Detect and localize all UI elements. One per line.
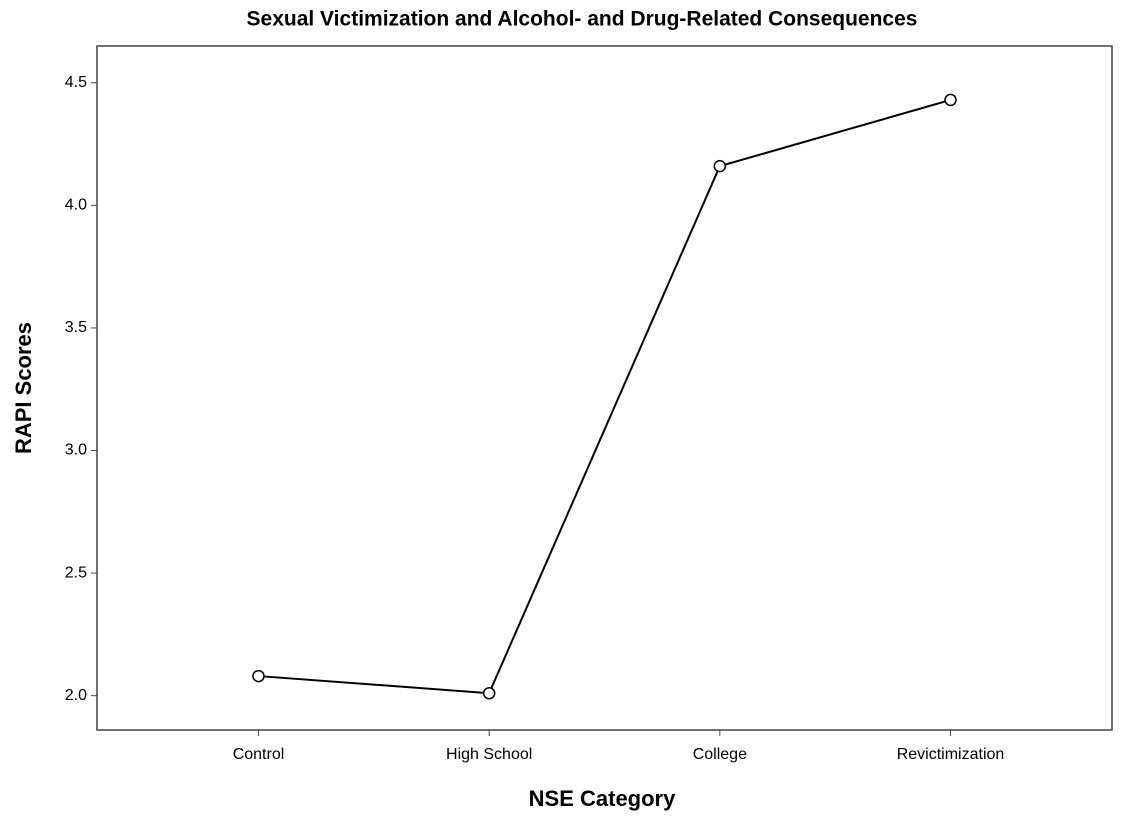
y-tick-label: 4.5	[65, 74, 87, 91]
data-point	[944, 93, 957, 107]
y-tick-label: 3.5	[65, 319, 87, 336]
data-point	[713, 159, 727, 173]
data-point	[252, 669, 265, 683]
x-tick-label: College	[693, 746, 747, 763]
x-axis-title: NSE Category	[529, 786, 676, 811]
y-tick-label: 3.0	[65, 442, 87, 459]
y-tick-label: 2.0	[65, 687, 87, 704]
data-line	[258, 98, 951, 695]
x-tick-label: High School	[446, 746, 532, 763]
data-point	[482, 686, 496, 700]
y-tick-label: 4.0	[65, 197, 87, 214]
plot-frame	[96, 45, 1113, 731]
chart-title: Sexual Victimization and Alcohol- and Dr…	[247, 8, 918, 31]
x-tick-label: Revictimization	[897, 746, 1005, 763]
y-tick-label: 2.5	[65, 564, 87, 581]
y-axis-title: RAPI Scores	[11, 322, 36, 454]
x-tick-label: Control	[233, 746, 285, 763]
